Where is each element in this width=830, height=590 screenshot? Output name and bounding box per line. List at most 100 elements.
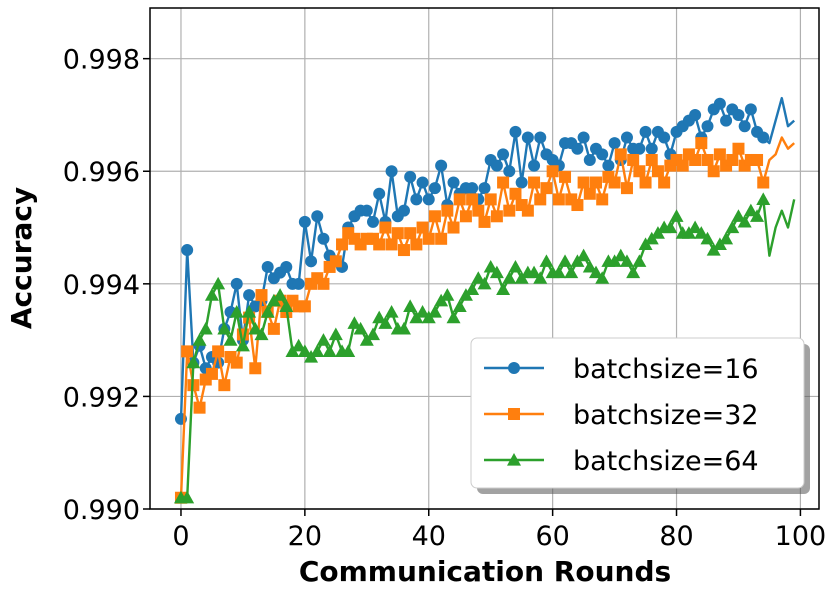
data-point	[248, 321, 263, 335]
data-point	[663, 220, 678, 234]
data-point	[447, 221, 460, 234]
data-point	[452, 299, 467, 312]
data-point	[756, 192, 771, 205]
data-point	[477, 276, 492, 290]
data-point	[446, 310, 461, 324]
y-tick-label: 0.990	[63, 495, 140, 526]
data-point	[379, 221, 392, 234]
data-point	[428, 182, 441, 195]
data-point	[422, 232, 435, 245]
data-point	[489, 265, 504, 279]
x-tick-label: 0	[172, 521, 189, 552]
data-point	[695, 137, 708, 150]
x-tick-label: 20	[288, 521, 322, 552]
data-point	[669, 209, 684, 222]
series-layer	[173, 96, 796, 504]
data-point	[341, 344, 356, 357]
data-point	[242, 304, 257, 318]
data-point	[738, 120, 751, 133]
data-point	[608, 176, 621, 189]
data-point	[347, 316, 362, 329]
data-point	[378, 316, 393, 329]
data-point	[478, 215, 491, 228]
data-point	[694, 226, 709, 239]
legend-entry-2: batchsize=32	[484, 400, 759, 431]
data-point	[311, 210, 324, 223]
data-point	[639, 176, 652, 189]
data-point	[198, 321, 213, 335]
data-point	[732, 108, 745, 121]
data-point	[384, 304, 399, 318]
data-point	[577, 176, 590, 189]
data-point	[385, 238, 398, 251]
data-point	[472, 204, 485, 217]
data-point	[509, 125, 522, 138]
data-point	[676, 159, 689, 172]
data-point	[496, 282, 511, 296]
data-point	[243, 289, 256, 302]
data-point	[757, 176, 770, 189]
data-point	[750, 209, 765, 222]
data-point	[186, 355, 201, 369]
x-tick-label: 60	[535, 521, 569, 552]
data-point	[583, 153, 596, 166]
data-point	[453, 193, 466, 206]
data-point	[614, 148, 627, 161]
data-point	[255, 289, 268, 302]
data-point	[651, 165, 664, 178]
data-point	[336, 238, 349, 251]
data-point	[546, 165, 559, 178]
data-point	[415, 304, 430, 318]
data-point	[689, 153, 702, 166]
series-3	[173, 192, 796, 504]
data-point	[416, 221, 429, 234]
data-point	[367, 215, 379, 228]
data-point	[700, 231, 715, 245]
data-point	[503, 204, 516, 217]
data-point	[502, 271, 517, 284]
data-point	[713, 97, 726, 110]
data-point	[564, 265, 579, 279]
data-point	[645, 142, 658, 155]
data-point	[521, 131, 534, 144]
data-point	[590, 176, 602, 189]
data-point	[558, 254, 573, 267]
data-point	[193, 401, 206, 414]
data-point	[596, 193, 609, 206]
data-point	[551, 265, 566, 279]
data-point	[527, 265, 542, 279]
data-point	[211, 276, 226, 290]
data-point	[726, 153, 739, 166]
data-point	[707, 165, 720, 178]
data-point	[261, 260, 274, 273]
data-point	[497, 176, 510, 189]
data-point	[725, 220, 740, 234]
data-point	[310, 344, 325, 357]
data-point	[230, 277, 243, 290]
data-point	[410, 238, 423, 251]
data-point	[589, 265, 603, 279]
data-point	[298, 300, 311, 313]
data-point	[608, 137, 621, 150]
data-point	[305, 255, 318, 268]
data-point	[701, 120, 714, 133]
data-point	[447, 176, 460, 189]
data-point	[181, 244, 194, 257]
data-point	[658, 176, 671, 189]
data-point	[688, 220, 703, 234]
x-tick-label: 40	[412, 521, 446, 552]
data-point	[279, 299, 294, 312]
legend-box	[470, 337, 805, 489]
data-point	[483, 259, 498, 273]
data-point	[428, 210, 441, 223]
y-tick-label: 0.998	[63, 45, 140, 76]
data-point	[204, 288, 219, 301]
legend-entry-3: batchsize=64	[484, 446, 759, 477]
axis-ticks: 0 20 40 60 80 100 0.990 0.992 0.994 0.996 0.998	[63, 45, 826, 552]
data-point	[440, 288, 455, 301]
data-point	[534, 131, 547, 144]
data-point	[297, 344, 312, 357]
plot-frame	[149, 7, 820, 510]
data-point	[236, 328, 249, 341]
